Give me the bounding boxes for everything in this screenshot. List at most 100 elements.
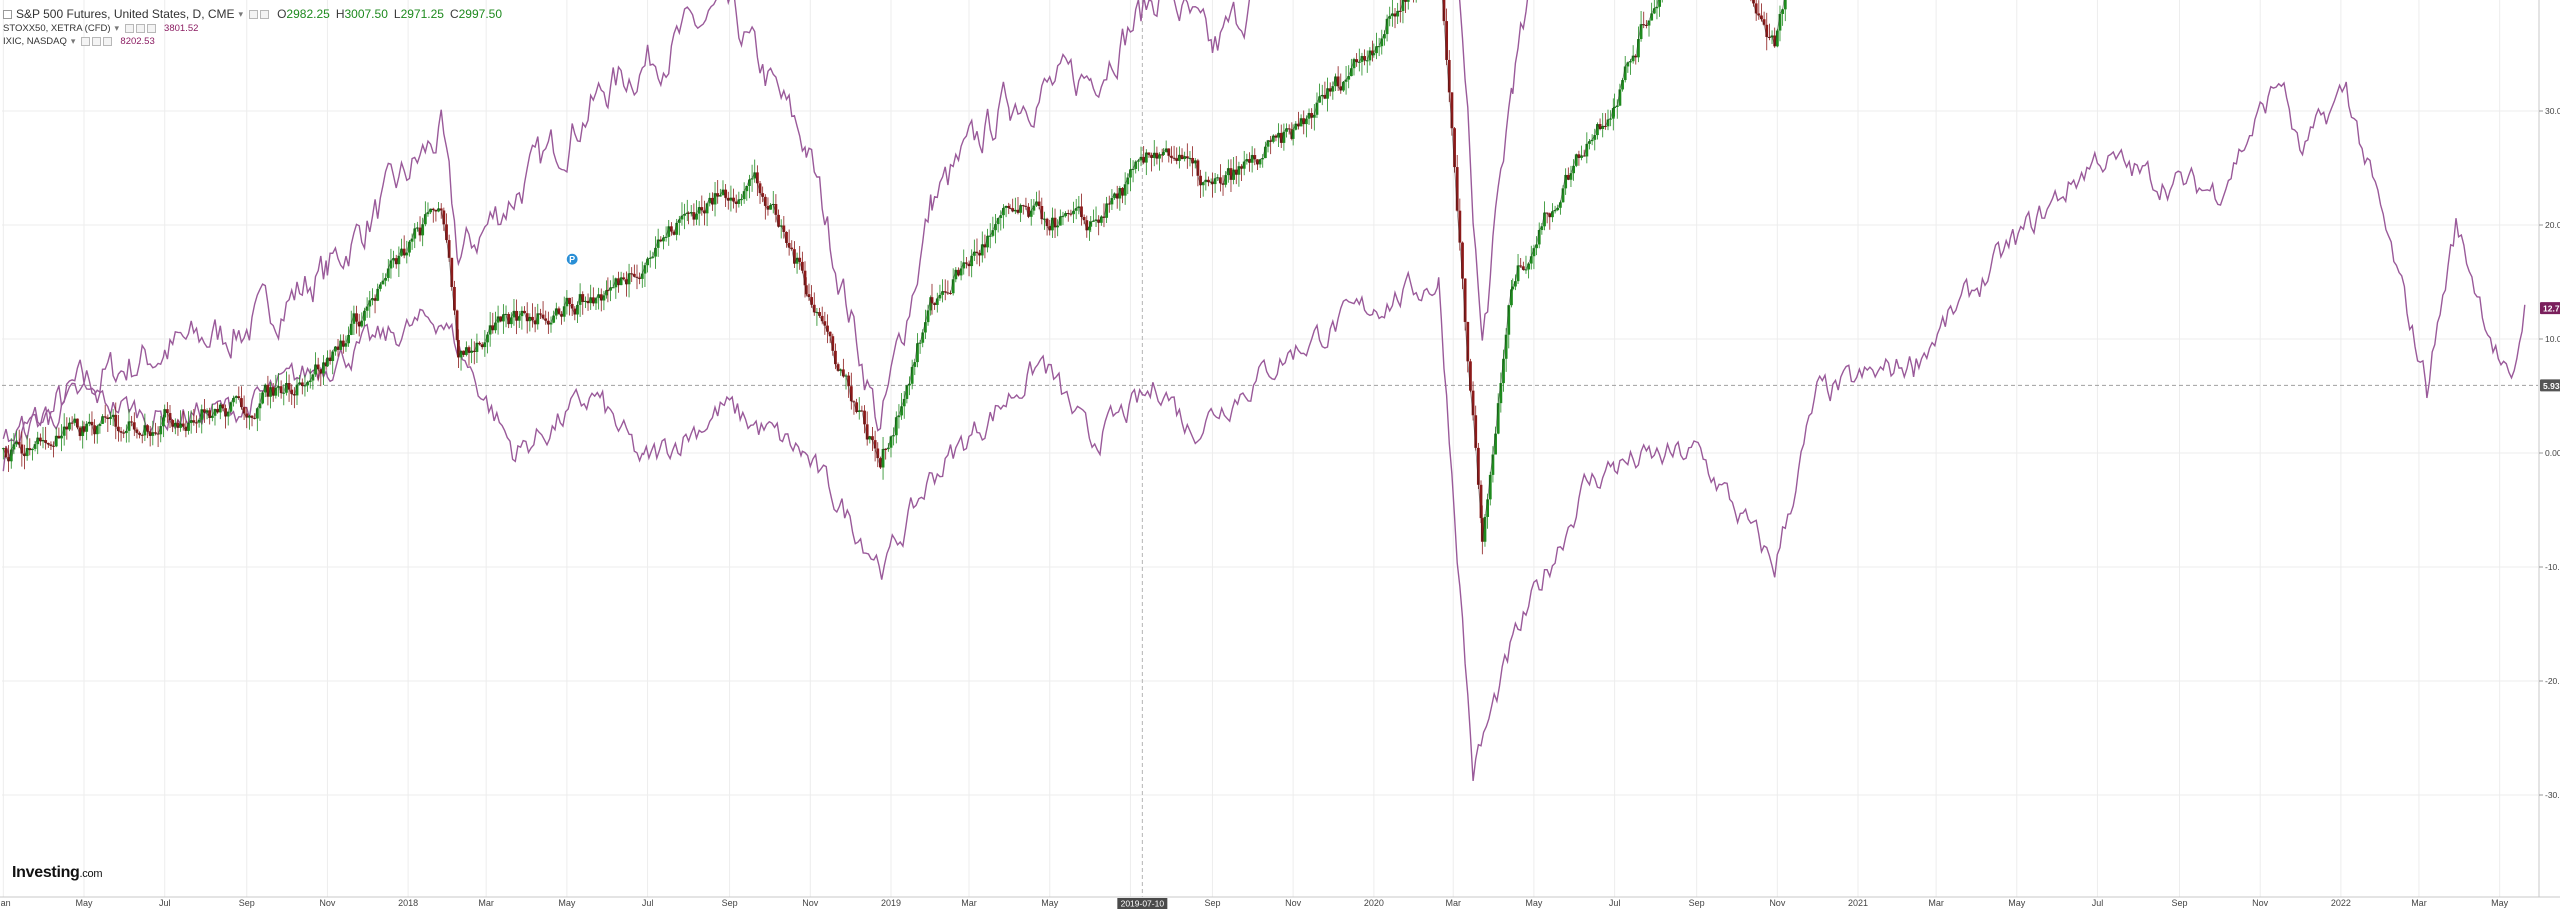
settings-icon[interactable]	[136, 24, 146, 33]
candle-body	[1561, 188, 1565, 203]
candle-body	[1375, 46, 1378, 54]
candle-body	[662, 237, 665, 242]
candle-body	[15, 441, 18, 445]
candle-body	[41, 440, 45, 442]
candle-body	[271, 387, 275, 396]
candle-body	[667, 226, 671, 237]
candle-body	[247, 415, 251, 418]
candle-body	[38, 437, 42, 442]
candle-body	[240, 398, 243, 408]
candle-body	[1540, 226, 1544, 230]
candle-body	[1032, 205, 1036, 211]
candle-body	[1155, 152, 1159, 159]
hide-series-icon[interactable]	[249, 9, 259, 19]
settings-icon[interactable]	[92, 37, 102, 46]
candle-body	[1312, 114, 1316, 118]
chevron-down-icon[interactable]: ▾	[238, 9, 244, 19]
candle-body	[269, 387, 272, 397]
candle-body	[352, 313, 356, 324]
candle-body	[1315, 102, 1319, 115]
chevron-down-icon[interactable]: ▾	[114, 23, 120, 33]
candle-body	[1024, 205, 1028, 207]
candle-body	[135, 429, 139, 433]
candle-body	[285, 383, 288, 393]
candle-body	[494, 322, 497, 331]
candle-body	[753, 172, 757, 179]
candle-body	[326, 357, 329, 367]
candle-body	[434, 209, 438, 212]
x-axis-tick-label: Nov	[2252, 898, 2269, 908]
candle-body	[1302, 118, 1306, 125]
close-value: C2997.50	[449, 7, 503, 21]
candle-body	[868, 436, 872, 440]
candle-body	[954, 269, 958, 280]
chevron-down-icon[interactable]: ▾	[70, 36, 76, 46]
candle-body	[475, 342, 479, 352]
candle-body	[1658, 0, 1661, 7]
candle-body	[1029, 210, 1033, 217]
main-series-title[interactable]: S&P 500 Futures, United States, D, CME	[16, 7, 235, 21]
compare-series-legend-2: IXIC, NASDAQ ▾ 8202.53	[3, 35, 508, 48]
candle-body	[879, 458, 882, 468]
candle-body	[970, 255, 974, 267]
candle-body	[87, 421, 91, 424]
crosshair-date-label: 2019-07-10	[1121, 899, 1165, 909]
remove-series-icon[interactable]	[147, 24, 157, 33]
compare-series-title-1[interactable]: STOXX50, XETRA (CFD)	[3, 23, 111, 34]
compare-controls-2	[81, 37, 114, 46]
candle-body	[1339, 86, 1343, 91]
hide-series-icon[interactable]	[81, 37, 91, 46]
candle-body	[964, 262, 968, 264]
candle-body	[841, 369, 845, 377]
candle-body	[943, 291, 947, 293]
candle-body	[554, 308, 558, 316]
candle-body	[237, 396, 241, 399]
candle-body	[1082, 216, 1086, 221]
candle-body	[1458, 210, 1462, 243]
candle-body	[1572, 165, 1576, 174]
settings-icon[interactable]	[260, 9, 270, 19]
event-marker-icon	[565, 252, 579, 266]
candle-body	[539, 313, 542, 315]
candle-body	[1372, 53, 1376, 56]
x-axis-tick-label: Mar	[961, 898, 977, 908]
candle-body	[525, 313, 529, 322]
candle-body	[1213, 178, 1217, 185]
candle-body	[611, 287, 615, 289]
candle-body	[930, 297, 934, 304]
candle-body	[528, 316, 532, 322]
hide-series-icon[interactable]	[125, 24, 135, 33]
compare-series-title-2[interactable]: IXIC, NASDAQ	[3, 36, 67, 47]
candle-body	[1479, 484, 1483, 519]
candle-body	[339, 340, 343, 350]
candle-body	[119, 431, 123, 433]
candle-body	[1019, 205, 1023, 213]
candle-body	[849, 386, 853, 402]
candle-body	[70, 422, 74, 424]
x-axis-tick-label: May	[76, 898, 94, 908]
collapse-legend-toggle[interactable]	[3, 9, 12, 19]
candle-body	[1121, 188, 1124, 196]
candle-body	[718, 195, 722, 197]
candle-body	[360, 320, 364, 327]
candle-body	[1304, 118, 1308, 125]
candle-body	[173, 422, 177, 427]
candle-body	[1596, 124, 1599, 136]
candle-body	[1377, 46, 1381, 48]
candle-body	[413, 228, 417, 239]
candle-body	[1334, 76, 1337, 87]
candle-body	[999, 215, 1003, 219]
candle-body	[470, 350, 474, 353]
candle-body	[1123, 184, 1127, 196]
candle-body	[826, 325, 829, 332]
axis-value-badge	[2540, 379, 2560, 392]
x-axis-tick-label: 2019	[881, 898, 901, 908]
candle-body	[742, 191, 746, 200]
remove-series-icon[interactable]	[103, 37, 113, 46]
candle-body	[1352, 59, 1356, 69]
candle-body	[648, 257, 652, 259]
candle-body	[902, 398, 906, 407]
candle-body	[1650, 13, 1654, 21]
